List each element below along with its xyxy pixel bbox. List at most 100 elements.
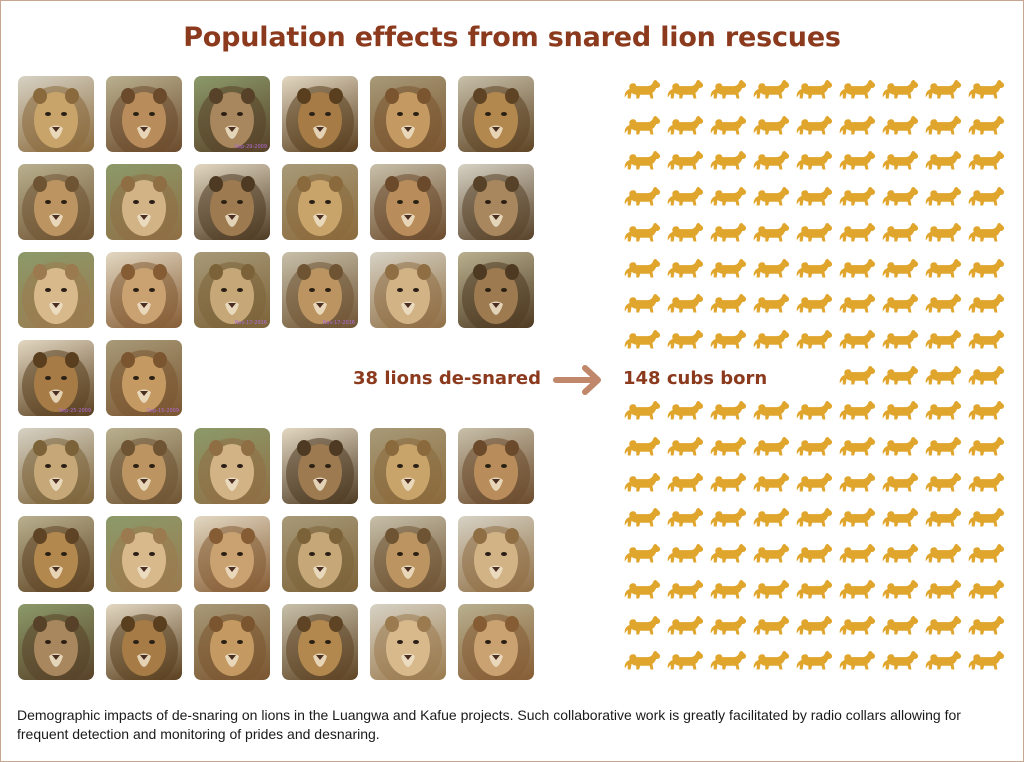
page-title: Population effects from snared lion resc… xyxy=(183,22,841,53)
cub-icon xyxy=(623,291,661,315)
cub-icon xyxy=(623,327,661,351)
cub-icon xyxy=(881,220,919,244)
cub-icon xyxy=(881,113,919,137)
cub-icon xyxy=(752,470,790,494)
cub-icon xyxy=(838,291,876,315)
cub-icon xyxy=(709,220,747,244)
cub-icon xyxy=(709,291,747,315)
cub-icon xyxy=(967,327,1005,351)
cub-icon xyxy=(623,77,661,101)
lion-photo xyxy=(18,428,94,504)
lion-face-icon xyxy=(374,262,442,328)
cub-icon xyxy=(881,77,919,101)
cub-icon xyxy=(709,148,747,172)
lion-face-icon xyxy=(198,174,266,240)
lion-photo xyxy=(370,516,446,592)
lion-face-icon xyxy=(286,438,354,504)
cub-icon xyxy=(623,470,661,494)
cub-icon xyxy=(795,434,833,458)
cub-icon xyxy=(752,613,790,637)
cub-icon xyxy=(623,434,661,458)
cub-icon xyxy=(752,434,790,458)
lion-photo xyxy=(106,604,182,680)
cub-icon xyxy=(924,113,962,137)
cub-icon xyxy=(967,113,1005,137)
lion-face-icon xyxy=(286,262,354,328)
cub-icon xyxy=(838,541,876,565)
cub-icon xyxy=(838,434,876,458)
cub-icon xyxy=(752,77,790,101)
lion-photo xyxy=(106,252,182,328)
cub-icon xyxy=(881,648,919,672)
cub-icon xyxy=(881,505,919,529)
cub-icon xyxy=(838,577,876,601)
lion-face-icon xyxy=(462,526,530,592)
cub-icon xyxy=(752,220,790,244)
lion-face-icon xyxy=(462,262,530,328)
cub-icon xyxy=(838,613,876,637)
cub-icon xyxy=(838,470,876,494)
cub-icon xyxy=(924,505,962,529)
cub-icon xyxy=(666,541,704,565)
cub-icon xyxy=(795,398,833,422)
cub-icon xyxy=(924,220,962,244)
lion-face-icon xyxy=(110,526,178,592)
cub-icon xyxy=(752,148,790,172)
cub-icon xyxy=(752,113,790,137)
cub-icon xyxy=(752,256,790,280)
lion-photo xyxy=(282,516,358,592)
cub-icon xyxy=(881,184,919,208)
cub-icon xyxy=(795,291,833,315)
cub-icon xyxy=(752,327,790,351)
lion-photo xyxy=(458,428,534,504)
lion-face-icon xyxy=(286,614,354,680)
lion-photo: Nov-17-2016 xyxy=(194,252,270,328)
lion-photo xyxy=(194,164,270,240)
cub-icon xyxy=(666,505,704,529)
lion-face-icon xyxy=(22,526,90,592)
cub-icon xyxy=(924,470,962,494)
photo-datestamp: Sep-15-2009 xyxy=(146,408,179,414)
lion-face-icon xyxy=(374,86,442,152)
cub-icon xyxy=(709,113,747,137)
cub-icon xyxy=(666,184,704,208)
lion-photo xyxy=(370,164,446,240)
cub-icon xyxy=(666,327,704,351)
lion-photo xyxy=(18,164,94,240)
cub-icon xyxy=(967,577,1005,601)
cub-icon xyxy=(924,434,962,458)
cub-icon xyxy=(709,505,747,529)
cub-icon xyxy=(666,256,704,280)
lion-face-icon xyxy=(110,262,178,328)
cub-icon xyxy=(967,184,1005,208)
cub-icon xyxy=(795,505,833,529)
cub-icon xyxy=(967,541,1005,565)
lion-face-icon xyxy=(110,438,178,504)
cub-icon xyxy=(924,148,962,172)
lion-photo xyxy=(282,76,358,152)
cub-icon xyxy=(666,220,704,244)
lion-face-icon xyxy=(198,86,266,152)
lion-face-icon xyxy=(22,174,90,240)
cub-icon xyxy=(752,505,790,529)
cub-icon xyxy=(967,256,1005,280)
lion-face-icon xyxy=(110,350,178,416)
cub-icon xyxy=(881,613,919,637)
cub-icon xyxy=(623,577,661,601)
cub-icon xyxy=(967,505,1005,529)
cub-icon xyxy=(924,77,962,101)
cub-icon xyxy=(666,613,704,637)
photo-datestamp: Nov-17-2016 xyxy=(234,320,267,326)
lion-face-icon xyxy=(286,86,354,152)
cub-icon xyxy=(924,613,962,637)
cub-icon xyxy=(967,363,1005,387)
cub-icon xyxy=(623,256,661,280)
photo-datestamp: Sep-29-2009 xyxy=(234,144,267,150)
lion-photo xyxy=(18,76,94,152)
cub-icon xyxy=(838,327,876,351)
lion-photo xyxy=(18,604,94,680)
cub-icon xyxy=(709,256,747,280)
cub-icon xyxy=(838,184,876,208)
cubs-born-label: 148 cubs born xyxy=(623,368,768,389)
lion-photo xyxy=(370,604,446,680)
